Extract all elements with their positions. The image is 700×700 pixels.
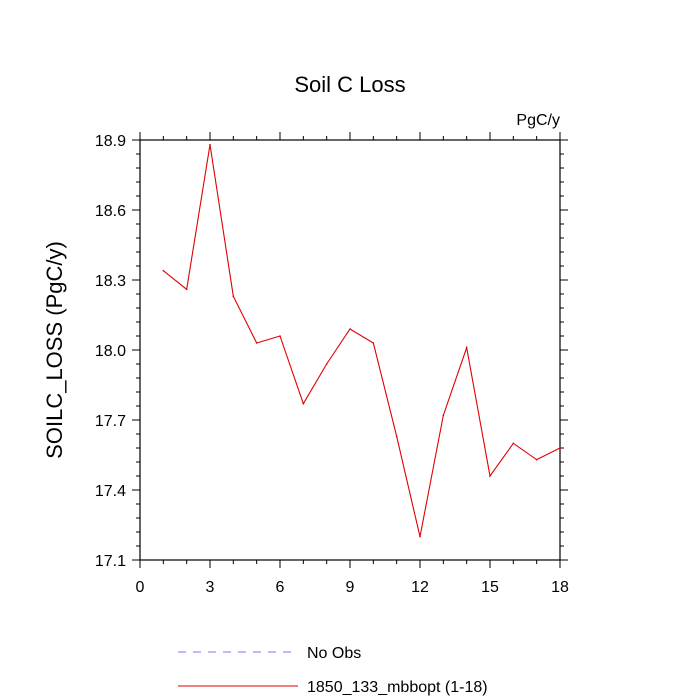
x-tick-label: 15 (481, 579, 499, 596)
data-point (395, 435, 398, 438)
y-axis-label: SOILC_LOSS (PgC/y) (42, 241, 67, 459)
legend: No Obs 1850_133_mbbopt (1-18) (178, 645, 488, 696)
data-point (442, 414, 445, 417)
data-point (512, 442, 515, 445)
x-tick-label: 9 (346, 579, 355, 596)
data-point (465, 346, 468, 349)
data-point (349, 328, 351, 330)
data-point (559, 447, 561, 449)
series-line (162, 144, 561, 537)
data-point (302, 402, 305, 405)
data-point (162, 269, 165, 272)
legend-label: No Obs (307, 645, 361, 662)
data-point (185, 288, 188, 291)
plot-frame (139, 139, 561, 561)
data-point (535, 458, 538, 461)
y-tick-label: 18.6 (95, 203, 126, 220)
x-tick-label: 3 (206, 579, 215, 596)
y-tick-label: 17.7 (95, 413, 126, 430)
y-tick-label: 17.4 (95, 483, 126, 500)
x-tick-label: 18 (551, 579, 569, 596)
y-tick-label: 18.0 (95, 343, 126, 360)
data-point (232, 295, 235, 298)
x-tick-label: 12 (411, 579, 429, 596)
plot-area: 17.1 17.4 17.7 18.0 18.3 18.6 18.9 0 3 6 9 12 15 18 (95, 132, 569, 596)
chart-title: Soil C Loss (294, 72, 405, 97)
y-tick-label: 18.3 (95, 273, 126, 290)
data-point (419, 535, 421, 538)
y-tick-label: 17.1 (95, 553, 126, 570)
data-point (325, 363, 328, 365)
y-tick-label: 18.9 (95, 133, 126, 150)
data-point (255, 342, 258, 344)
x-tick-label: 6 (276, 579, 285, 596)
units-label: PgC/y (516, 112, 560, 129)
legend-label: 1850_133_mbbopt (1-18) (307, 679, 488, 696)
data-point (279, 335, 281, 337)
data-point (489, 475, 491, 477)
x-tick-label: 0 (136, 579, 145, 596)
data-point (209, 143, 211, 146)
data-point (372, 342, 375, 344)
